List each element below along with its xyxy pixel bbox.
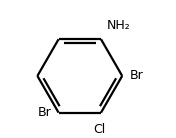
Text: Cl: Cl [93,123,106,136]
Text: Br: Br [37,106,51,119]
Text: Br: Br [130,69,143,82]
Text: NH₂: NH₂ [106,19,130,32]
